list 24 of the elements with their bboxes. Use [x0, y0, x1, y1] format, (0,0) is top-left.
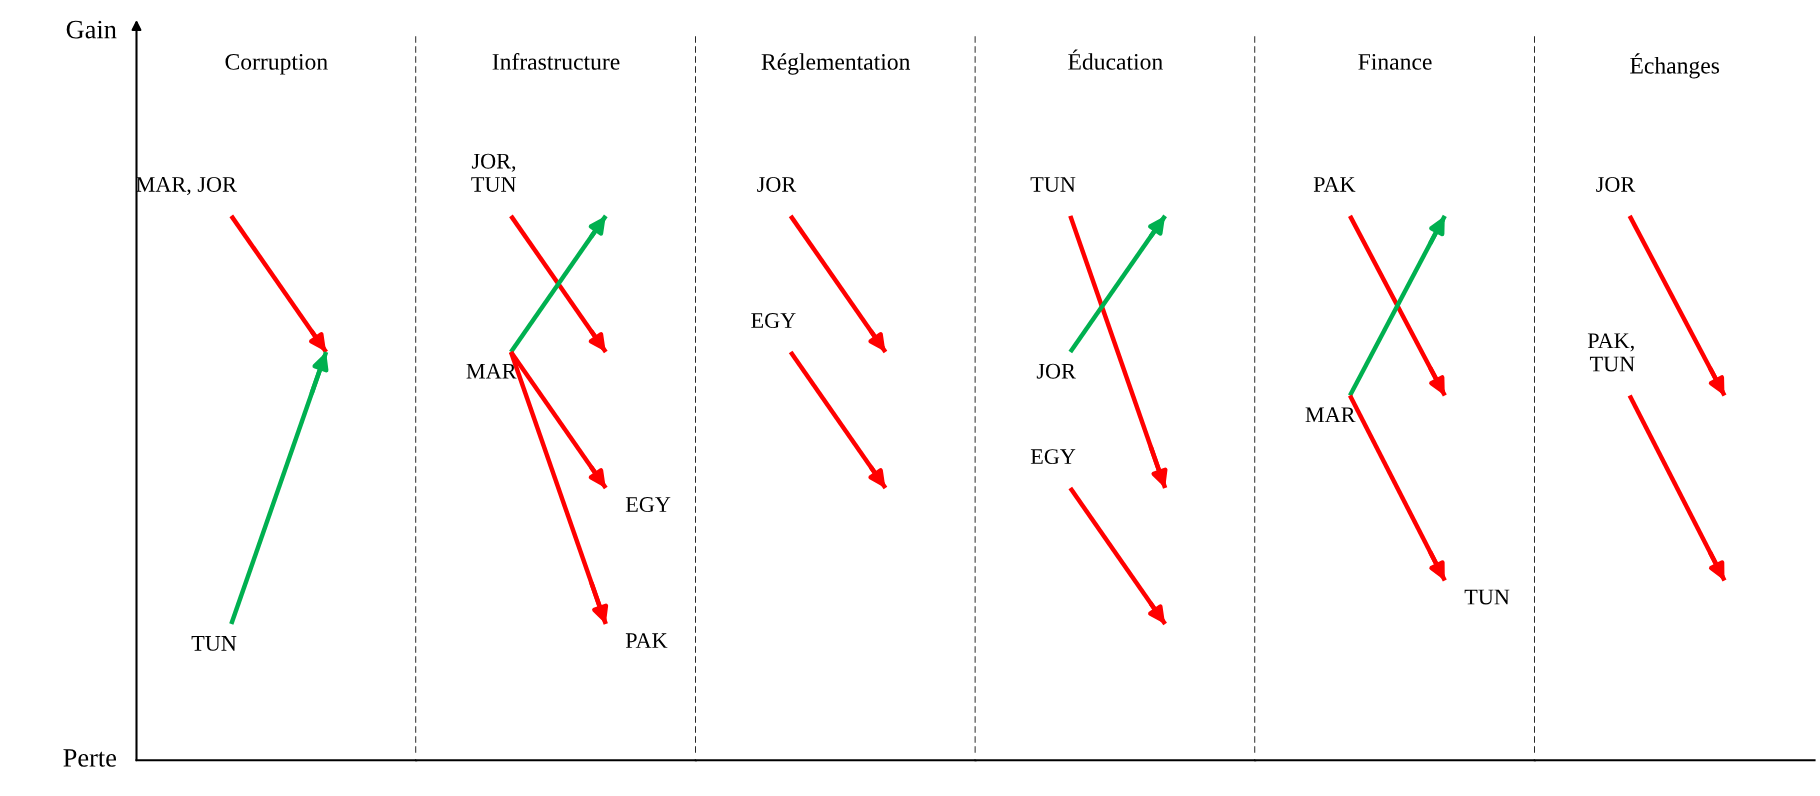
- series-label: PAK: [625, 633, 668, 648]
- chart-title: Éducation: [1068, 49, 1163, 70]
- series-label: JOR, TUN: [471, 153, 517, 192]
- series-label: MAR, JOR: [136, 176, 237, 196]
- series-label: MAR: [466, 363, 517, 379]
- text: Gain: [66, 20, 117, 39]
- chart-title: Infrastructure: [492, 52, 620, 70]
- series-label: PAK: [1313, 177, 1356, 192]
- series-label: JOR: [1596, 176, 1636, 192]
- series-label: EGY: [751, 313, 796, 328]
- series-label: TUN: [1030, 177, 1076, 192]
- series-label: EGY: [625, 497, 671, 512]
- chart-title: Réglementation: [761, 53, 911, 75]
- series-label: JOR: [757, 176, 797, 192]
- series-label: TUN: [191, 636, 237, 651]
- series-label: EGY: [1030, 449, 1076, 465]
- chart-title: Corruption: [225, 53, 328, 75]
- text: Perte: [63, 749, 117, 767]
- chart-title: Finance: [1358, 53, 1432, 70]
- chart-title: Échanges: [1630, 53, 1720, 79]
- series-label: TUN: [1464, 589, 1510, 605]
- series-label: PAK, TUN: [1587, 333, 1635, 372]
- series-label: MAR: [1305, 407, 1356, 423]
- series-label: JOR: [1036, 363, 1076, 379]
